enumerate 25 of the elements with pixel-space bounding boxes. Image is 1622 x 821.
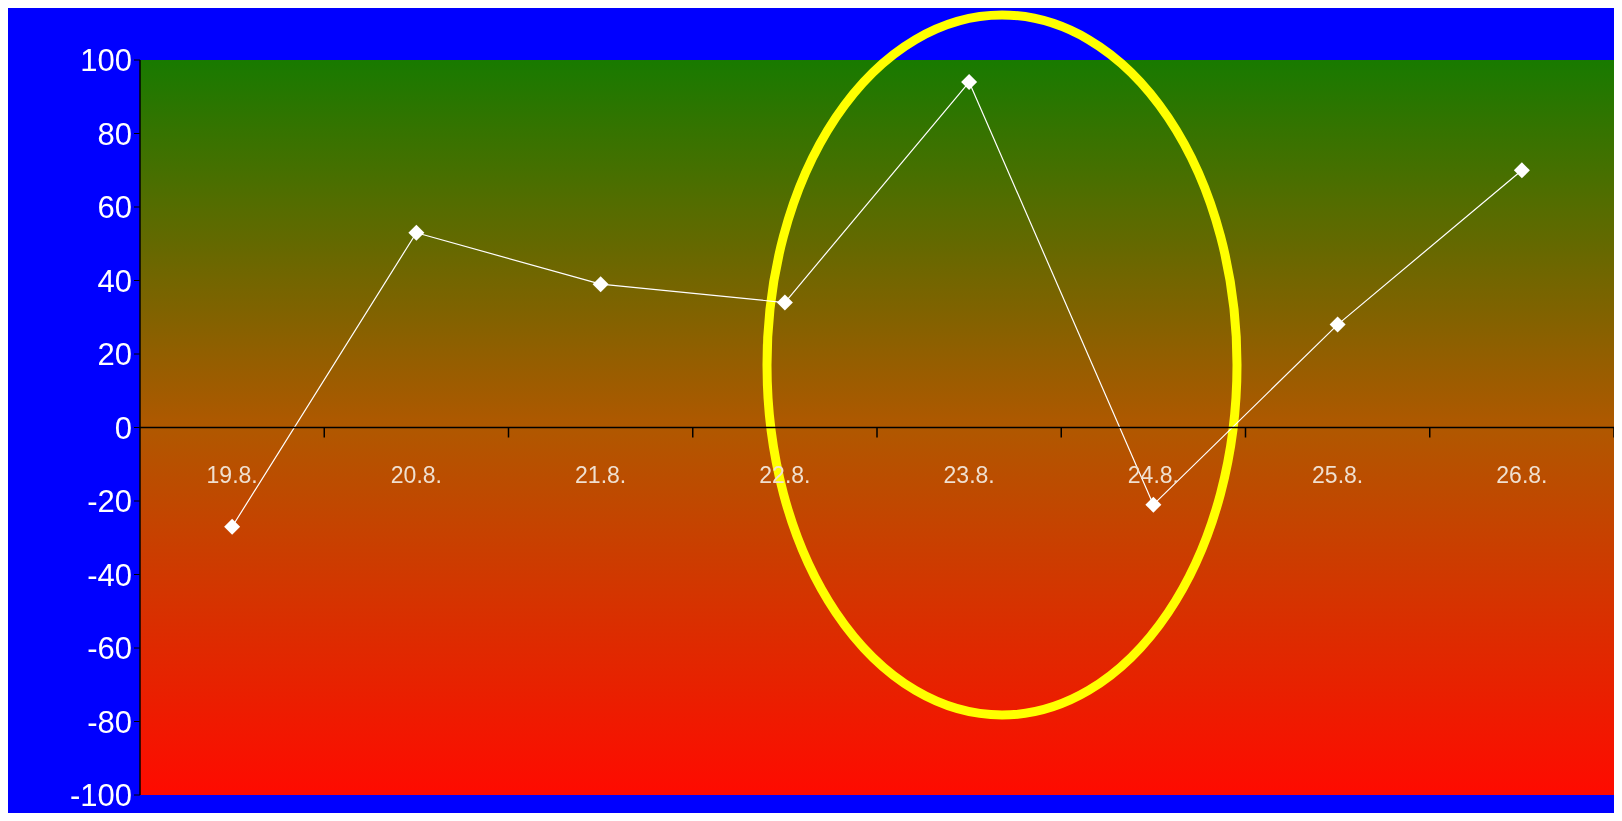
y-tick-label: 20 [97,337,132,373]
point [961,74,978,91]
point [1329,316,1346,333]
x-tick-label: 25.8. [1312,461,1364,488]
x-tick-label: 21.8. [575,461,627,488]
point [776,294,793,311]
x-tick-label: 19.8. [206,461,258,488]
y-tick-label: -100 [69,778,132,814]
x-tick-label: 23.8. [943,461,995,488]
point [408,224,425,241]
x-tick-label: 26.8. [1496,461,1548,488]
y-tick-label: -20 [87,484,132,520]
y-tick-label: 40 [97,263,132,299]
x-tick-label: 20.8. [390,461,442,488]
point [1513,162,1530,179]
y-tick-label: 60 [97,190,132,226]
y-tick-label: -60 [87,631,132,667]
point [1145,496,1162,513]
y-tick-label: -40 [87,557,132,593]
y-tick-label: -80 [87,704,132,740]
y-tick-label: 0 [114,410,132,446]
point [592,276,609,293]
y-tick-label: 80 [97,116,132,152]
point [224,518,241,535]
y-tick-label: 100 [80,43,132,79]
